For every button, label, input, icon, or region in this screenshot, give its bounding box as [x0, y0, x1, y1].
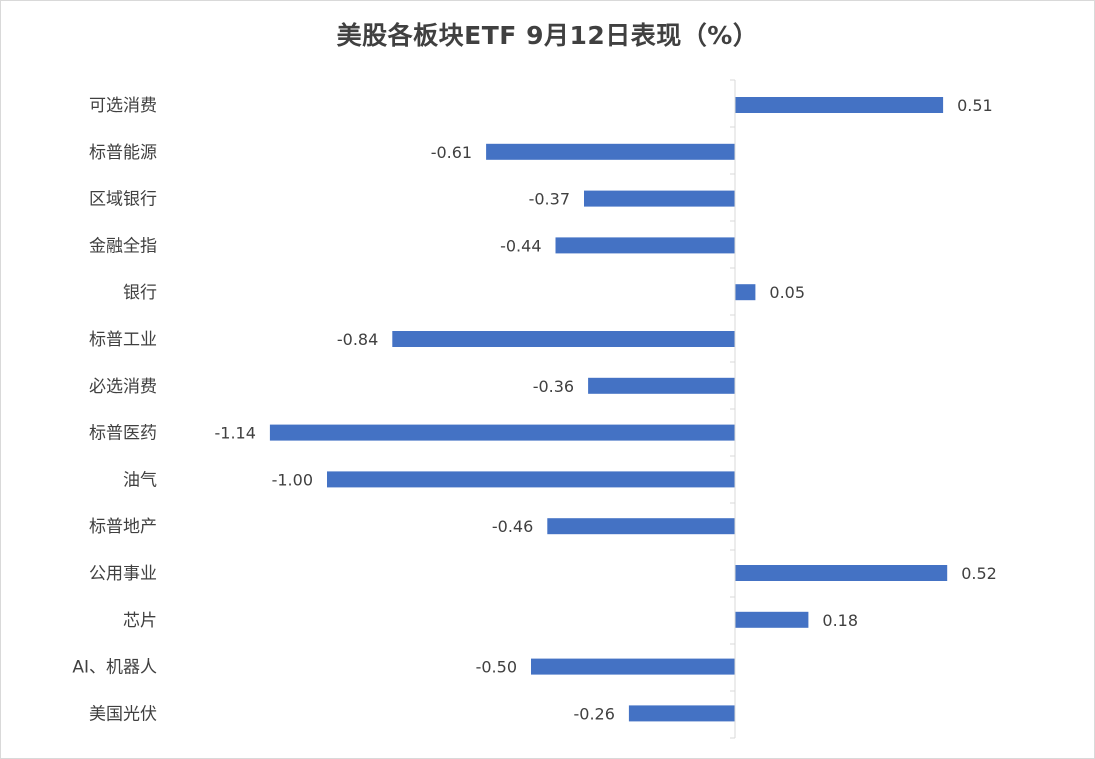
category-label: 美国光伏: [89, 704, 157, 724]
category-label: 标普工业: [89, 330, 157, 350]
bar-9: [547, 518, 735, 535]
value-label: 0.18: [822, 611, 858, 630]
bar-5: [392, 331, 735, 347]
category-label: 公用事业: [89, 564, 157, 584]
bars-layer: [269, 97, 948, 722]
category-label: 标普能源: [89, 143, 157, 163]
value-label: -0.26: [573, 704, 614, 723]
chart-title: 美股各板块ETF 9月12日表现（%）: [336, 21, 759, 50]
bar-2: [584, 190, 735, 207]
bar-7: [269, 424, 735, 441]
category-label: 必选消费: [89, 377, 157, 397]
value-labels: 0.51 -0.61 -0.37 -0.44 0.05 -0.84 -0.36 -1.14 -1…: [214, 96, 996, 723]
value-label: -1.00: [272, 470, 313, 489]
bar-13: [628, 705, 735, 722]
bar-4: [735, 284, 756, 301]
bar-11: [735, 611, 809, 628]
value-label: -0.37: [529, 190, 570, 209]
category-labels: 可选消费标普能源区域银行金融全指银行标普工业必选消费标普医药油气标普地产公用事业…: [72, 96, 157, 724]
category-label: 金融全指: [89, 236, 157, 256]
bar-12: [531, 658, 735, 675]
value-label: 0.52: [961, 564, 997, 583]
value-label: -1.14: [214, 424, 255, 443]
bar-10: [735, 565, 948, 581]
category-label: 标普医药: [89, 424, 157, 444]
value-label: 0.51: [957, 96, 993, 115]
value-label: 0.05: [769, 283, 805, 302]
category-label: 芯片: [123, 611, 157, 631]
bar-3: [555, 237, 735, 254]
category-label: 区域银行: [89, 190, 157, 210]
value-label: -0.61: [431, 143, 472, 162]
bar-8: [327, 471, 735, 488]
category-label: AI、机器人: [72, 658, 157, 678]
category-label: 可选消费: [89, 96, 157, 116]
value-label: -0.84: [337, 330, 378, 349]
axis-layer: [730, 79, 736, 739]
category-label: 油气: [123, 470, 157, 490]
category-label: 银行: [123, 283, 157, 303]
value-label: -0.46: [492, 517, 533, 536]
bar-0: [735, 97, 944, 113]
value-label: -0.36: [533, 377, 574, 396]
bar-6: [588, 377, 735, 394]
category-label: 标普地产: [89, 517, 157, 537]
value-label: -0.50: [476, 658, 517, 677]
bar-1: [486, 143, 735, 160]
value-label: -0.44: [500, 236, 541, 255]
